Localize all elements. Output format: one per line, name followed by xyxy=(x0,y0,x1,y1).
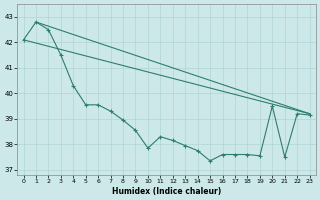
X-axis label: Humidex (Indice chaleur): Humidex (Indice chaleur) xyxy=(112,187,221,196)
